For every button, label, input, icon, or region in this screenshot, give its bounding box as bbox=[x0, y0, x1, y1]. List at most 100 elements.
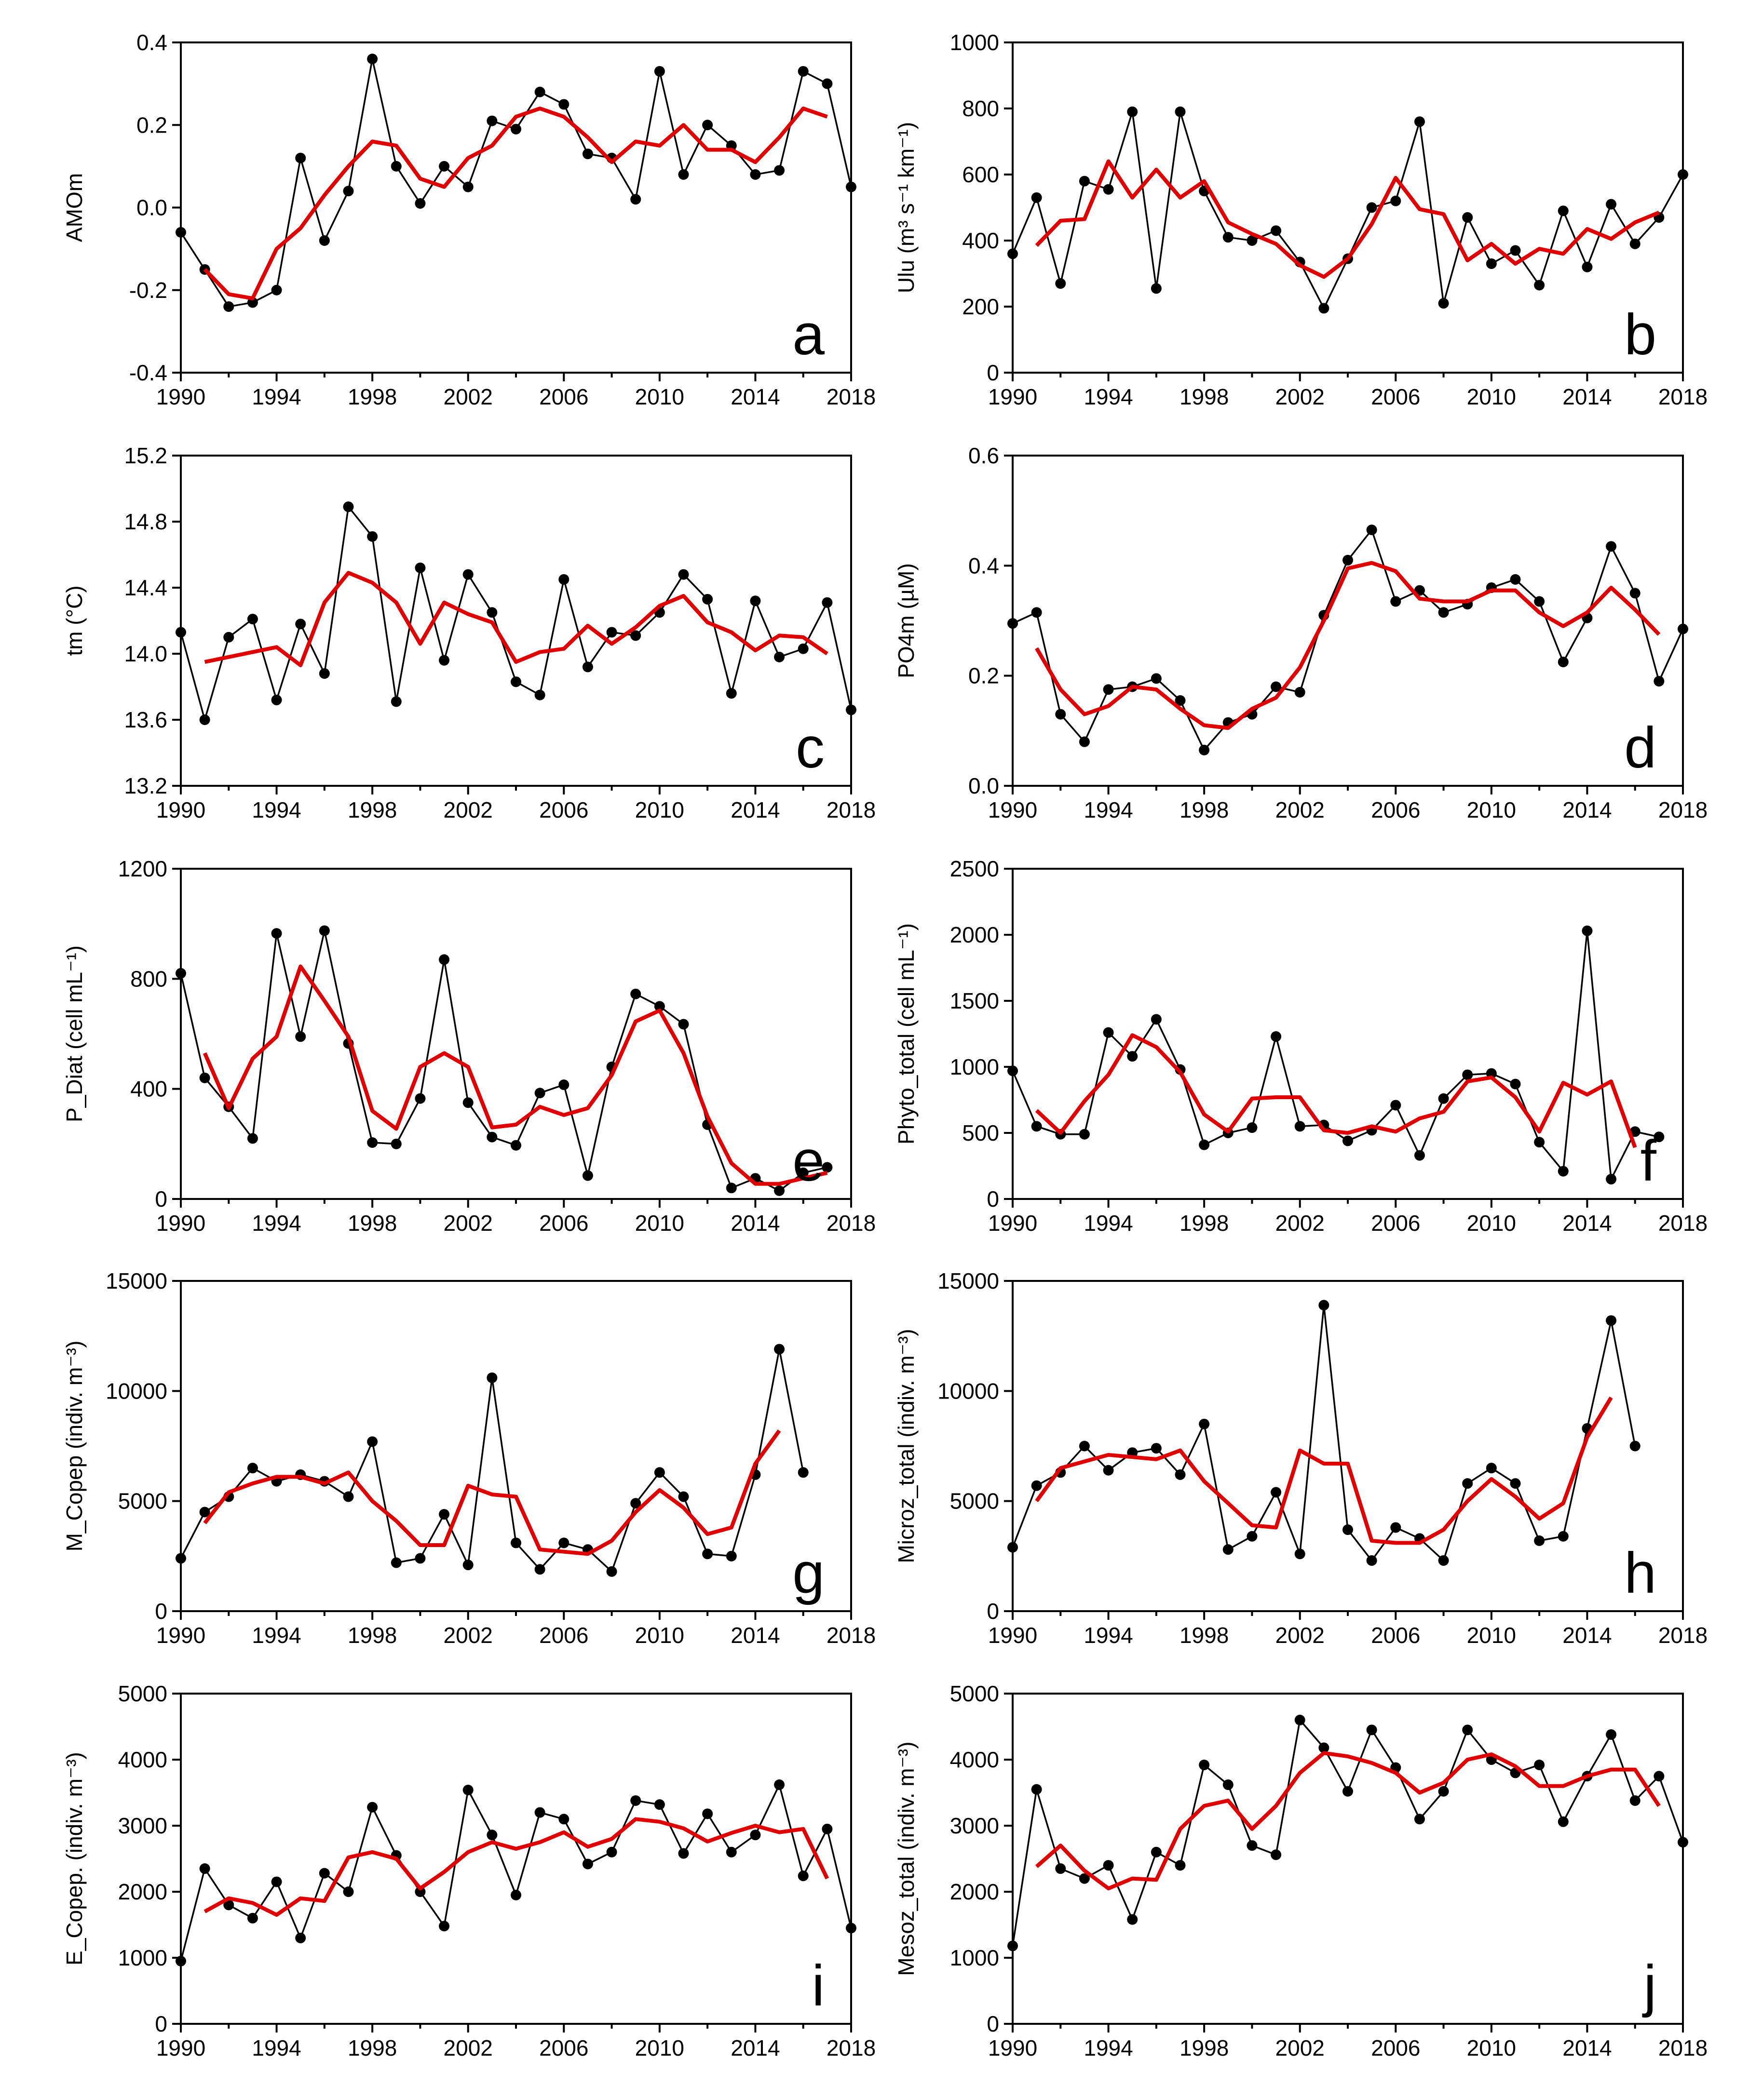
data-point bbox=[726, 1183, 737, 1194]
y-tick-label: 2000 bbox=[118, 1879, 167, 1904]
data-point bbox=[678, 1848, 689, 1859]
y-tick-label: 5000 bbox=[950, 1489, 999, 1514]
panel-letter: d bbox=[1624, 715, 1656, 780]
data-point bbox=[1079, 175, 1090, 187]
data-point bbox=[702, 120, 713, 131]
data-point bbox=[1031, 192, 1042, 203]
y-tick-label: 14.0 bbox=[124, 641, 167, 666]
data-point bbox=[1007, 1940, 1018, 1952]
x-tick-label: 2010 bbox=[1467, 1623, 1516, 1648]
data-point bbox=[1629, 1795, 1641, 1806]
smoothed-series-line bbox=[1035, 159, 1660, 279]
data-point bbox=[462, 1560, 474, 1571]
data-point bbox=[1629, 238, 1641, 249]
data-point bbox=[1534, 280, 1545, 291]
y-tick-label: 2000 bbox=[950, 922, 999, 947]
data-point bbox=[295, 1031, 306, 1042]
smoothed-series-line bbox=[1035, 1396, 1613, 1545]
y-tick-label: 5000 bbox=[118, 1489, 167, 1514]
y-axis-title: Ulu (m³ s⁻¹ km⁻¹) bbox=[894, 122, 919, 293]
data-point bbox=[1486, 258, 1497, 269]
raw-series-line bbox=[180, 930, 827, 1192]
data-point bbox=[295, 1932, 306, 1943]
data-point bbox=[1175, 106, 1186, 117]
y-axis-title: Mesoz_total (indiv. m⁻³) bbox=[894, 1741, 919, 1976]
data-point bbox=[1079, 1129, 1090, 1140]
data-point bbox=[1558, 657, 1569, 668]
data-point bbox=[1247, 235, 1258, 246]
data-point bbox=[1510, 1478, 1521, 1489]
data-point bbox=[415, 1553, 426, 1564]
data-point bbox=[223, 1899, 234, 1911]
data-point bbox=[1342, 1786, 1353, 1797]
data-point bbox=[1654, 1771, 1665, 1782]
data-point bbox=[247, 1463, 258, 1474]
data-point bbox=[199, 1072, 210, 1083]
data-point bbox=[343, 1886, 354, 1897]
data-point bbox=[1342, 1524, 1353, 1535]
y-tick-label: 1500 bbox=[950, 988, 999, 1013]
data-point bbox=[678, 169, 689, 180]
x-tick-label: 1994 bbox=[1084, 384, 1133, 409]
data-point bbox=[1462, 212, 1473, 223]
y-tick-label: 4000 bbox=[950, 1747, 999, 1772]
y-tick-label: 2500 bbox=[950, 856, 999, 881]
y-tick-label: 13.6 bbox=[124, 707, 167, 732]
y-tick-label: 10000 bbox=[937, 1378, 999, 1403]
x-tick-label: 2018 bbox=[827, 2035, 876, 2060]
x-tick-label: 2018 bbox=[1658, 1211, 1708, 1236]
data-point bbox=[1151, 1443, 1162, 1454]
x-tick-label: 2006 bbox=[1371, 1623, 1420, 1648]
y-tick-label: 0 bbox=[987, 360, 999, 385]
data-point bbox=[606, 1846, 617, 1858]
data-point bbox=[558, 1814, 569, 1825]
data-point bbox=[1271, 681, 1282, 692]
data-point bbox=[1127, 1914, 1138, 1925]
x-tick-label: 2010 bbox=[635, 1623, 684, 1648]
data-point bbox=[774, 165, 785, 176]
data-point bbox=[1462, 1069, 1473, 1080]
data-point bbox=[1366, 202, 1377, 213]
x-tick-label: 2018 bbox=[827, 384, 876, 409]
data-point bbox=[391, 1557, 402, 1568]
data-point bbox=[1438, 1093, 1449, 1104]
data-point bbox=[654, 1799, 665, 1810]
data-point bbox=[391, 161, 402, 172]
smoothed-series-line bbox=[203, 964, 828, 1186]
x-tick-label: 1994 bbox=[252, 384, 301, 409]
x-tick-label: 2014 bbox=[1562, 797, 1612, 822]
data-point bbox=[1294, 1548, 1305, 1560]
data-point bbox=[1629, 1126, 1641, 1137]
x-tick-label: 1990 bbox=[156, 2035, 205, 2060]
data-point bbox=[1438, 1786, 1449, 1797]
x-tick-label: 2014 bbox=[731, 797, 780, 822]
smoothed-series-line bbox=[203, 107, 828, 300]
data-point bbox=[511, 1889, 521, 1900]
x-tick-label: 2010 bbox=[635, 1211, 684, 1236]
data-point bbox=[391, 696, 402, 707]
plot-frame bbox=[1012, 41, 1684, 374]
data-point bbox=[1199, 1139, 1210, 1150]
data-point bbox=[511, 1537, 521, 1548]
y-axis-title: M_Copep (indiv. m⁻³) bbox=[62, 1341, 87, 1552]
data-point bbox=[678, 569, 689, 580]
x-tick-label: 1994 bbox=[252, 2035, 301, 2060]
y-tick-label: 500 bbox=[962, 1120, 999, 1145]
data-point bbox=[1294, 687, 1305, 698]
data-point bbox=[1271, 1487, 1282, 1498]
data-point bbox=[1390, 596, 1401, 607]
data-point bbox=[1271, 1031, 1282, 1042]
x-tick-label: 2010 bbox=[635, 2035, 684, 2060]
data-point bbox=[367, 54, 378, 65]
data-point bbox=[487, 1372, 498, 1383]
data-point bbox=[1175, 1469, 1186, 1480]
data-point bbox=[558, 574, 569, 585]
data-point bbox=[774, 1779, 785, 1790]
x-tick-label: 1990 bbox=[988, 2035, 1037, 2060]
data-point bbox=[1318, 303, 1329, 314]
data-point bbox=[367, 1802, 378, 1813]
y-tick-label: 0.4 bbox=[136, 30, 167, 55]
